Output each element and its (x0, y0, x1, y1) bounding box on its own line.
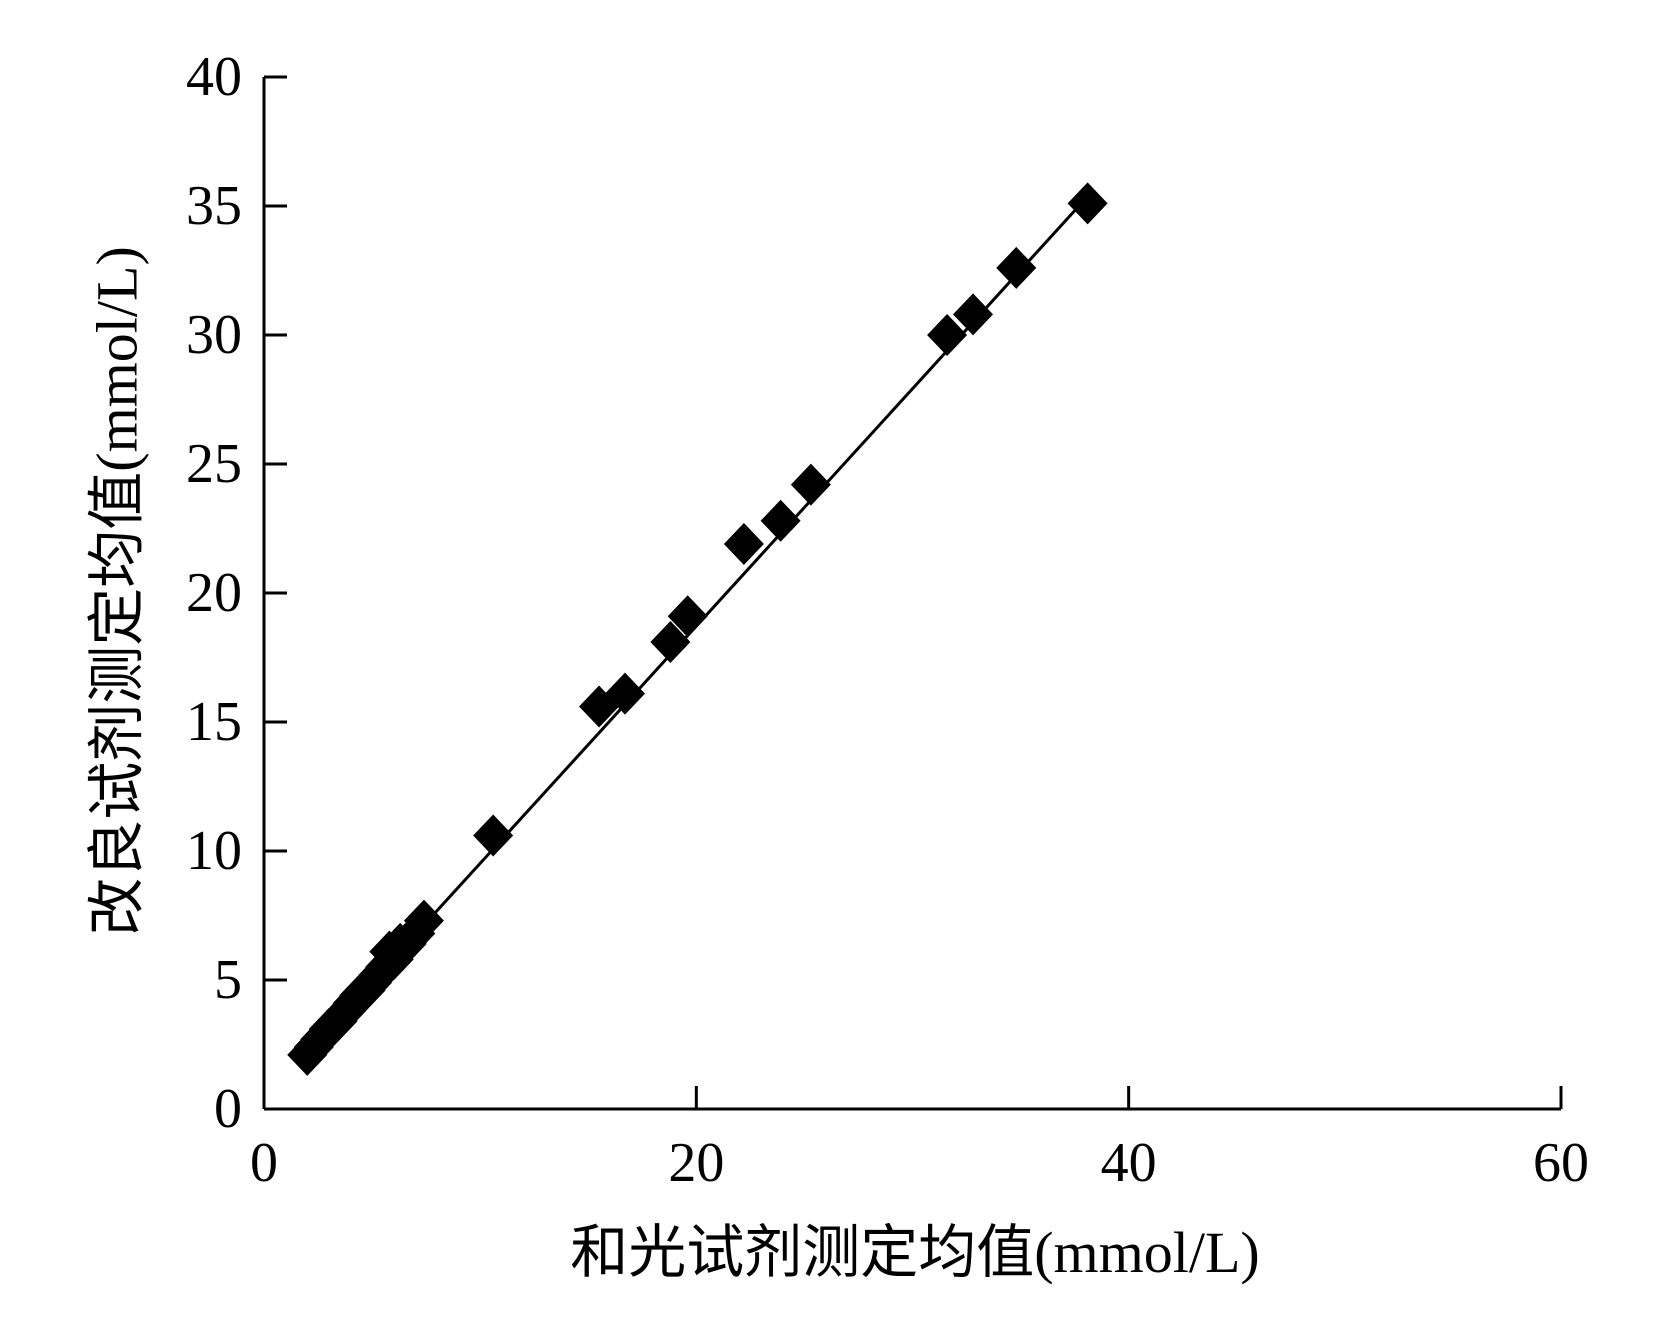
x-tick-label: 20 (668, 1132, 724, 1194)
y-tick-label: 35 (186, 175, 242, 237)
data-point (650, 621, 691, 664)
y-tick-label: 15 (186, 691, 242, 753)
x-tick-label: 60 (1533, 1132, 1589, 1194)
data-point (403, 899, 444, 942)
data-point (996, 246, 1037, 289)
y-tick-label: 0 (214, 1078, 242, 1140)
ticks: 0 20 40 60 0 5 10 15 20 25 30 35 40 (186, 46, 1589, 1194)
data-point (760, 499, 801, 542)
y-tick-label: 30 (186, 304, 242, 366)
y-tick-label: 5 (214, 949, 242, 1011)
data-point (723, 522, 764, 565)
y-axis-label: 改良试剂测定均值(mmol/L) (85, 246, 150, 936)
y-tick-label: 25 (186, 433, 242, 495)
x-tick-label: 40 (1101, 1132, 1157, 1194)
y-tick-label: 10 (186, 820, 242, 882)
data-points (287, 182, 1108, 1076)
data-point (927, 314, 968, 356)
y-tick-label: 20 (186, 562, 242, 624)
x-tick-label: 0 (250, 1132, 278, 1194)
data-point (473, 814, 514, 857)
axes (262, 77, 1561, 1111)
data-point (953, 293, 994, 336)
data-point (667, 595, 708, 638)
y-tick-label: 40 (186, 46, 242, 108)
data-point (604, 672, 645, 715)
data-point (1067, 182, 1108, 225)
data-point (790, 463, 831, 506)
x-axis-label: 和光试剂测定均值(mmol/L) (570, 1220, 1260, 1285)
